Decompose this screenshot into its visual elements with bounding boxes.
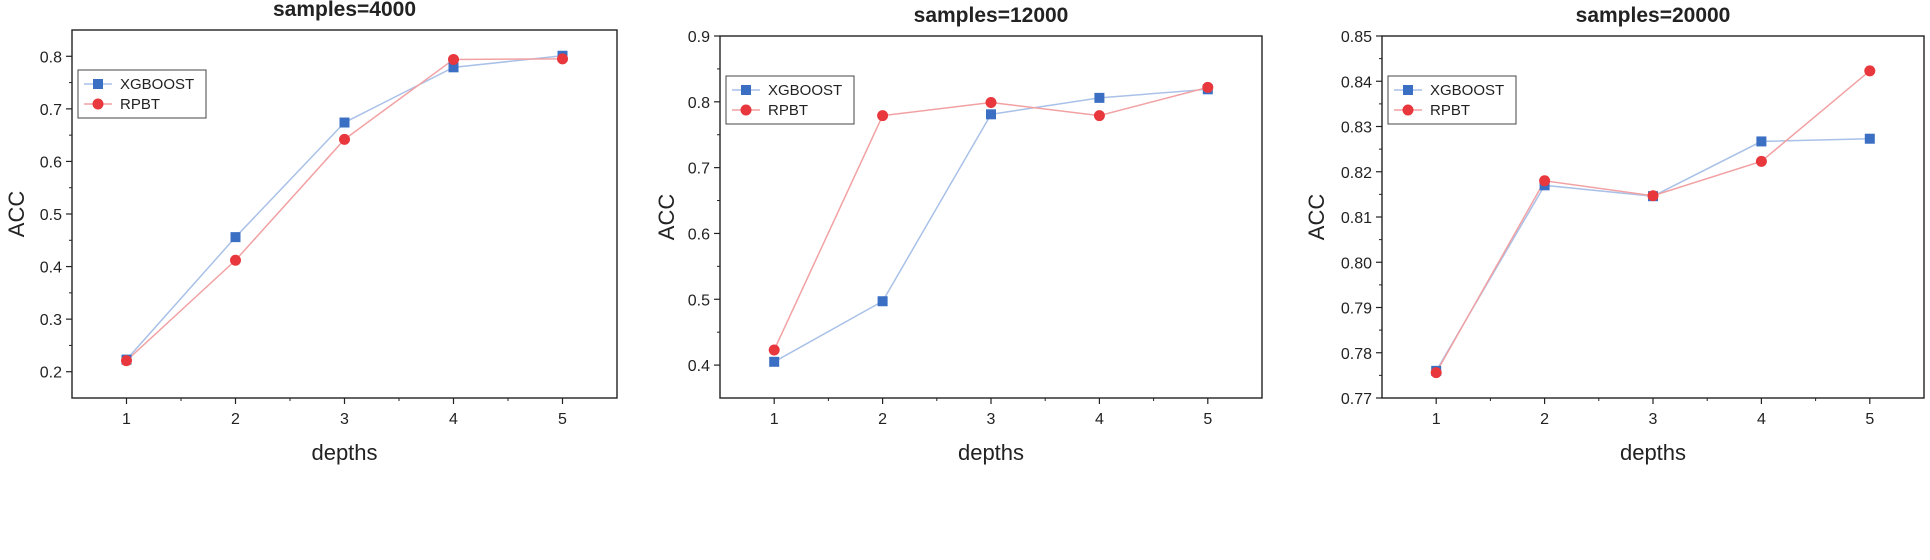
y-tick-label: 0.4 [40, 260, 62, 277]
legend-label: RPBT [768, 102, 808, 119]
x-tick-label: 2 [1540, 411, 1549, 428]
legend-label: XGBOOST [768, 82, 842, 99]
y-tick-label: 0.2 [40, 365, 62, 382]
legend-label: XGBOOST [120, 76, 194, 93]
x-axis-label: depths [958, 440, 1024, 465]
legend-marker [1403, 85, 1413, 95]
data-point-xgboost [1864, 133, 1875, 144]
legend-label: RPBT [120, 96, 160, 113]
chart-title: samples=20000 [1576, 4, 1731, 27]
x-tick-label: 5 [1203, 411, 1212, 428]
data-point-rpbt [1202, 81, 1214, 93]
legend-marker [740, 104, 752, 116]
y-tick-label: 0.9 [688, 29, 710, 46]
x-tick-label: 2 [231, 411, 240, 428]
legend-marker [1402, 104, 1414, 116]
data-point-rpbt [1864, 65, 1876, 77]
y-tick-label: 0.85 [1341, 29, 1372, 46]
data-point-rpbt [1755, 155, 1767, 167]
data-point-rpbt [985, 96, 997, 108]
data-point-rpbt [339, 133, 350, 145]
y-tick-label: 0.3 [40, 312, 62, 329]
series-line-xgboost [773, 88, 1208, 363]
data-point-rpbt [1539, 175, 1551, 187]
legend-box [77, 69, 207, 119]
y-axis-label: ACC [654, 194, 679, 241]
legend-marker [93, 79, 103, 89]
x-tick-label: 3 [1649, 411, 1658, 428]
chart-panel-3: samples=20000 0.77 0.78 0.79 0.80 0.81 0.82 0.8… [1304, 4, 1925, 465]
y-tick-label: 0.6 [40, 154, 62, 171]
x-tick-label: 1 [1432, 411, 1441, 428]
data-point-rpbt [1093, 110, 1105, 122]
data-point-rpbt [230, 254, 241, 266]
y-tick-label: 0.84 [1341, 74, 1372, 91]
x-tick-label: 3 [987, 411, 996, 428]
y-tick-label: 0.5 [40, 207, 62, 224]
x-tick-label: 5 [558, 411, 567, 428]
y-tick-label: 0.79 [1341, 301, 1372, 318]
legend-label: XGBOOST [1430, 82, 1504, 99]
y-axis-label: ACC [4, 191, 29, 238]
y-tick-label: 0.80 [1341, 255, 1372, 272]
y-tick-label: 0.7 [40, 102, 62, 119]
y-tick-label: 0.78 [1341, 346, 1372, 363]
x-tick-label: 2 [878, 411, 887, 428]
x-tick-label: 3 [340, 411, 349, 428]
legend-label: RPBT [1430, 102, 1470, 119]
data-point-rpbt [1647, 190, 1659, 202]
data-point-xgboost [769, 356, 780, 367]
legend-box [1387, 75, 1517, 125]
x-axis-label: depths [1620, 440, 1686, 465]
data-point-rpbt [768, 344, 780, 356]
y-tick-label: 0.82 [1341, 165, 1372, 182]
chart-title: samples=4000 [273, 0, 416, 21]
x-tick-label: 1 [122, 411, 131, 428]
legend: XGBOOST RPBT [725, 75, 855, 125]
series-line-rpbt [773, 86, 1208, 351]
y-tick-label: 0.6 [688, 226, 710, 243]
chart-title: samples=12000 [914, 4, 1069, 27]
data-point-xgboost [448, 62, 459, 73]
x-tick-label: 4 [1757, 411, 1766, 428]
data-point-xgboost [1094, 92, 1105, 103]
data-point-rpbt [877, 110, 889, 122]
data-point-xgboost [1756, 136, 1767, 147]
y-axis-label: ACC [1304, 194, 1329, 241]
data-point-xgboost [877, 296, 888, 307]
data-point-xgboost [339, 117, 350, 128]
x-tick-label: 4 [1095, 411, 1104, 428]
legend-marker [92, 98, 104, 110]
y-tick-label: 0.4 [688, 358, 710, 375]
x-axis-label: depths [311, 440, 377, 465]
y-tick-label: 0.83 [1341, 120, 1372, 137]
legend-marker [741, 85, 751, 95]
legend: XGBOOST RPBT [77, 69, 207, 119]
data-point-rpbt [557, 53, 568, 65]
data-point-xgboost [230, 232, 241, 243]
chart-panel-2: samples=12000 0.4 0.5 0.6 0.7 0.8 0.9 1 2 3 4 5 dept… [654, 4, 1263, 465]
series-line-xgboost [1435, 137, 1870, 372]
data-point-rpbt [121, 355, 132, 367]
legend-box [725, 75, 855, 125]
x-tick-label: 4 [449, 411, 458, 428]
y-tick-label: 0.77 [1341, 391, 1372, 408]
data-point-rpbt [1430, 367, 1442, 379]
x-tick-label: 1 [770, 411, 779, 428]
x-tick-label: 5 [1865, 411, 1874, 428]
chart-panel-1: samples=4000 0.2 0.3 0.4 0.5 0.6 0.7 0.8 1 2 3 4 5 de… [4, 0, 618, 465]
y-tick-label: 0.5 [688, 292, 710, 309]
data-point-rpbt [448, 53, 459, 65]
y-tick-label: 0.8 [688, 95, 710, 112]
data-point-xgboost [986, 109, 996, 120]
y-tick-label: 0.81 [1341, 210, 1372, 227]
legend: XGBOOST RPBT [1387, 75, 1517, 125]
y-tick-label: 0.8 [40, 49, 62, 66]
y-tick-label: 0.7 [688, 161, 710, 178]
